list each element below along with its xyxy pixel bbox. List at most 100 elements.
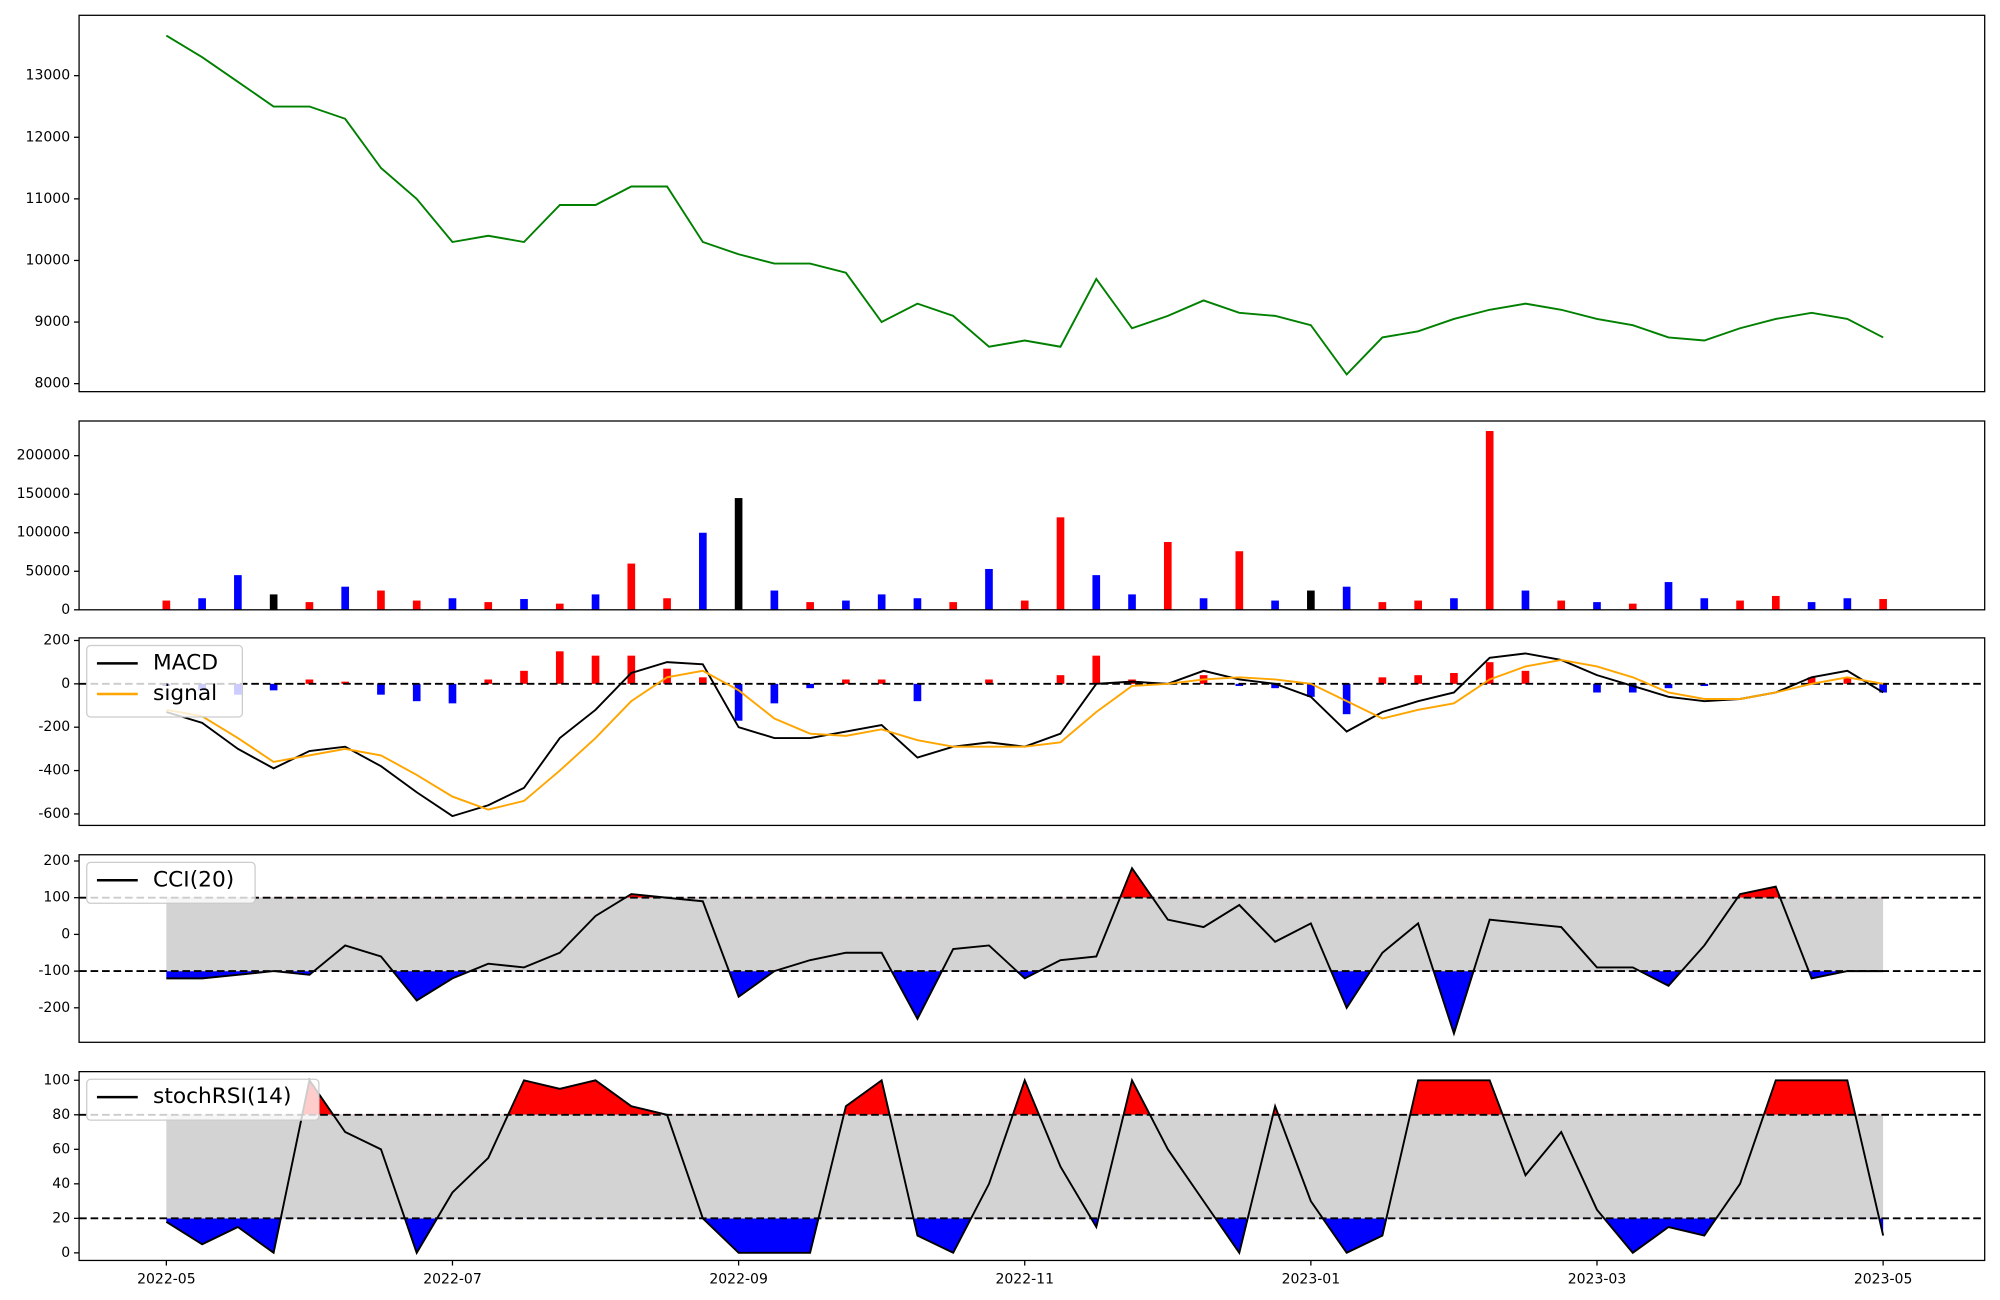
histogram-bar: [770, 683, 779, 704]
histogram-bar: [806, 683, 814, 689]
histogram-bar: [305, 679, 314, 684]
x-tick-label: 2022-07: [423, 1272, 482, 1288]
bar: [1557, 600, 1566, 610]
bar: [949, 602, 958, 610]
bar: [1128, 594, 1136, 610]
histogram-bar: [1664, 683, 1673, 689]
bar: [699, 532, 707, 610]
bar: [1628, 603, 1637, 610]
histogram-bar: [591, 655, 600, 684]
histogram-bar: [877, 679, 886, 684]
bar: [484, 602, 493, 610]
y-tick-label: 80: [52, 1107, 70, 1123]
y-tick-label: 150000: [17, 486, 71, 502]
panel: -600 -400 -200 0 200 MACD signal: [38, 632, 1986, 827]
axes-frame: [78, 637, 1986, 827]
histogram-bar: [1628, 683, 1637, 693]
bar: [985, 568, 993, 610]
y-tick-label: -400: [38, 763, 70, 779]
y-tick-label: 200: [43, 853, 70, 869]
y-tick-label: 0: [61, 602, 70, 618]
bar: [1807, 602, 1816, 610]
band: [166, 897, 1884, 972]
legend-label: signal: [153, 681, 217, 706]
band: [166, 1114, 1884, 1219]
series-line: [165, 1077, 1885, 1256]
histogram-bar: [1807, 677, 1816, 684]
bar: [842, 600, 850, 610]
series-line: [166, 652, 1884, 818]
bar: [555, 603, 564, 610]
y-tick-label: 0: [61, 1245, 70, 1261]
histogram-bar: [985, 679, 993, 684]
bar: [1521, 590, 1530, 610]
bar: [305, 602, 314, 610]
histogram-bar: [1342, 683, 1351, 715]
histogram-bar: [1414, 675, 1422, 684]
histogram-bar: [341, 681, 350, 684]
plot-area: [79, 866, 1985, 1037]
legend-label: CCI(20): [153, 867, 234, 892]
bar: [162, 600, 171, 610]
fill-below: [166, 1218, 1884, 1253]
y-tick-label: 50000: [26, 563, 71, 579]
histogram-bar: [1450, 673, 1458, 684]
y-tick-label: 40: [52, 1176, 70, 1192]
series-line: [165, 34, 1884, 376]
bar: [1235, 551, 1244, 610]
histogram-bar: [377, 683, 385, 695]
y-tick-label: 13000: [26, 68, 71, 84]
y-tick-label: 60: [52, 1141, 70, 1157]
y-tick-label: 9000: [34, 314, 70, 330]
histogram-bar: [1092, 655, 1101, 684]
histogram-bar: [1235, 683, 1244, 687]
histogram-bar: [1843, 677, 1852, 684]
y-tick-label: 8000: [34, 376, 70, 392]
bar: [269, 594, 278, 610]
axes-frame: [78, 420, 1986, 611]
x-tick-label: 2023-03: [1568, 1272, 1627, 1288]
series-line: [166, 658, 1884, 811]
bar: [1414, 600, 1422, 610]
bar: [913, 598, 922, 610]
bar: [1700, 598, 1709, 610]
plot-area: [162, 431, 1887, 610]
histogram-bar: [448, 683, 457, 704]
histogram-bar: [1056, 675, 1065, 684]
series-line: [166, 866, 1884, 1037]
bar: [1664, 582, 1673, 610]
bar: [1163, 541, 1172, 610]
bar: [1593, 602, 1601, 610]
bar: [1485, 431, 1494, 610]
histogram-bar: [1485, 662, 1494, 684]
y-tick-label: 20: [52, 1210, 70, 1226]
bar: [627, 563, 636, 610]
axes-frame: [78, 1071, 1986, 1262]
bar: [341, 586, 350, 610]
bar: [806, 602, 814, 610]
histogram-bar: [1307, 683, 1315, 697]
fill-above: [302, 1080, 1856, 1115]
axes-frame: [78, 854, 1986, 1043]
bar: [1307, 590, 1315, 610]
legend-label: MACD: [153, 650, 218, 675]
fill-below: [166, 971, 1884, 1034]
y-tick-label: 0: [61, 676, 70, 692]
y-tick-label: 10000: [26, 252, 71, 268]
histogram-bar: [842, 679, 850, 684]
bar: [734, 498, 743, 610]
axes-frame: [78, 14, 1986, 393]
histogram-bar: [1521, 670, 1530, 684]
x-tick-label: 2023-01: [1282, 1272, 1341, 1288]
histogram-bar: [1593, 683, 1601, 693]
panel: 8000 9000 10000 11000 12000 13000: [26, 14, 1986, 393]
y-tick-label: 100000: [17, 525, 71, 541]
histogram-bar: [412, 683, 421, 702]
bar: [1020, 600, 1029, 610]
bar: [1092, 575, 1101, 610]
histogram-bar: [734, 683, 743, 721]
bar: [234, 575, 242, 610]
histogram-bar: [699, 677, 707, 684]
bar: [377, 590, 385, 610]
legend: stochRSI(14): [86, 1078, 320, 1121]
